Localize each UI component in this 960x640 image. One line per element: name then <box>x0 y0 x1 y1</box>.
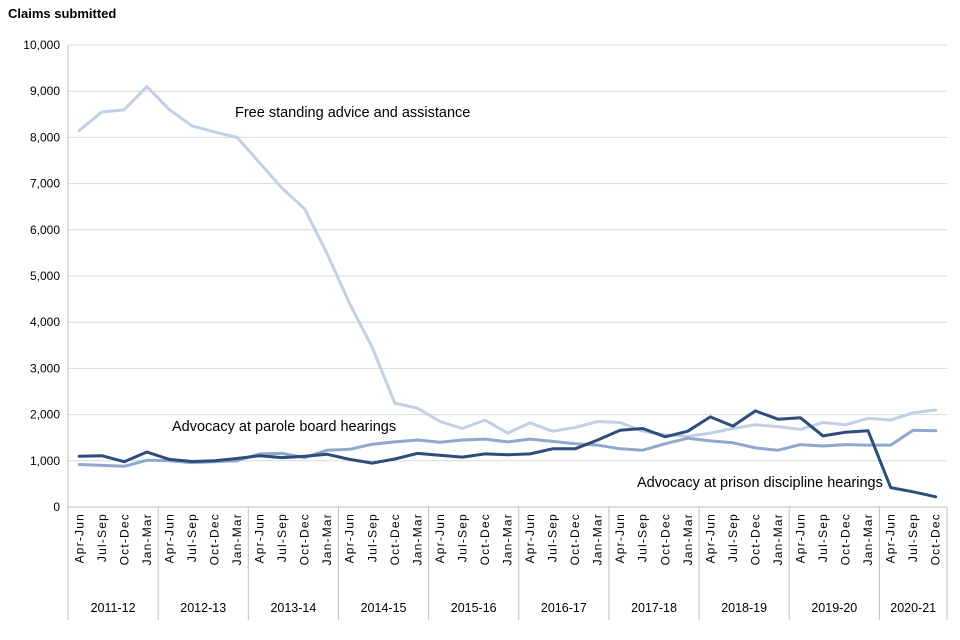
x-tick-label: Oct-Dec <box>117 513 131 565</box>
x-tick-label: Apr-Jun <box>253 513 267 563</box>
series-line-free-standing-advice-and-assistance <box>77 85 938 438</box>
x-tick-label: Jan-Mar <box>501 513 515 565</box>
x-tick-label: Apr-Jun <box>523 513 537 563</box>
x-tick-label: Oct-Dec <box>478 513 492 565</box>
series-annotation: Free standing advice and assistance <box>235 105 470 121</box>
chart-title: Claims submitted <box>8 6 117 21</box>
y-tick-label: 10,000 <box>23 38 60 52</box>
year-label: 2013-14 <box>270 601 316 615</box>
x-tick-label: Jul-Sep <box>906 513 920 562</box>
x-tick-label: Jul-Sep <box>636 513 650 562</box>
y-tick-label: 2,000 <box>30 408 60 422</box>
x-tick-label: Jul-Sep <box>185 513 199 562</box>
x-tick-label: Oct-Dec <box>208 513 222 565</box>
x-tick-label: Oct-Dec <box>839 513 853 565</box>
x-tick-label: Apr-Jun <box>794 513 808 563</box>
x-tick-label: Oct-Dec <box>748 513 762 565</box>
year-label: 2017-18 <box>631 601 677 615</box>
x-tick-label: Apr-Jun <box>884 513 898 563</box>
year-label: 2012-13 <box>180 601 226 615</box>
x-tick-label: Apr-Jun <box>162 513 176 563</box>
year-label: 2014-15 <box>361 601 407 615</box>
x-tick-label: Oct-Dec <box>568 513 582 565</box>
x-tick-label: Jan-Mar <box>410 513 424 565</box>
x-tick-label: Apr-Jun <box>703 513 717 563</box>
year-label: 2011-12 <box>91 601 136 615</box>
year-label: 2015-16 <box>451 601 497 615</box>
y-tick-label: 5,000 <box>30 269 60 283</box>
x-tick-label: Jul-Sep <box>726 513 740 562</box>
x-tick-label: Jul-Sep <box>816 513 830 562</box>
x-tick-label: Apr-Jun <box>343 513 357 563</box>
y-tick-label: 4,000 <box>30 315 60 329</box>
y-tick-label: 1,000 <box>30 454 60 468</box>
x-tick-label: Apr-Jun <box>72 513 86 563</box>
x-tick-label: Jan-Mar <box>771 513 785 565</box>
x-tick-label: Jan-Mar <box>861 513 875 565</box>
x-tick-label: Jan-Mar <box>591 513 605 565</box>
x-tick-label: Jul-Sep <box>546 513 560 562</box>
x-tick-label: Apr-Jun <box>433 513 447 563</box>
year-label: 2018-19 <box>721 601 767 615</box>
series-annotation: Advocacy at parole board hearings <box>172 419 396 435</box>
series-line-advocacy-at-prison-discipline-hearings <box>77 409 938 499</box>
x-tick-label: Jul-Sep <box>455 513 469 562</box>
x-tick-label: Oct-Dec <box>658 513 672 565</box>
x-tick-label: Jul-Sep <box>365 513 379 562</box>
series-annotation: Advocacy at prison discipline hearings <box>637 475 883 491</box>
y-tick-label: 8,000 <box>30 130 60 144</box>
x-tick-label: Jan-Mar <box>681 513 695 565</box>
y-tick-label: 3,000 <box>30 361 60 375</box>
y-tick-label: 6,000 <box>30 223 60 237</box>
y-tick-label: 9,000 <box>30 84 60 98</box>
x-tick-label: Jan-Mar <box>320 513 334 565</box>
x-tick-label: Oct-Dec <box>298 513 312 565</box>
x-tick-label: Jul-Sep <box>275 513 289 562</box>
x-tick-label: Jan-Mar <box>140 513 154 565</box>
x-tick-label: Oct-Dec <box>929 513 943 565</box>
y-tick-label: 7,000 <box>30 177 60 191</box>
x-tick-label: Apr-Jun <box>613 513 627 563</box>
x-tick-label: Jan-Mar <box>230 513 244 565</box>
year-label: 2016-17 <box>541 601 587 615</box>
year-label: 2020-21 <box>890 601 936 615</box>
x-tick-label: Jul-Sep <box>95 513 109 562</box>
x-tick-label: Oct-Dec <box>388 513 402 565</box>
y-tick-label: 0 <box>53 500 60 514</box>
year-label: 2019-20 <box>811 601 857 615</box>
